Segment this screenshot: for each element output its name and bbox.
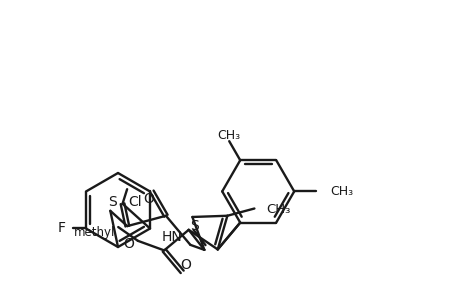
Text: CH₃: CH₃	[217, 129, 240, 142]
Text: CH₃: CH₃	[330, 185, 353, 198]
Text: HN: HN	[161, 230, 182, 244]
Text: O: O	[143, 191, 154, 206]
Text: CH₃: CH₃	[266, 203, 290, 216]
Text: S: S	[108, 195, 117, 209]
Text: S: S	[190, 219, 198, 233]
Text: methyl: methyl	[74, 226, 115, 238]
Text: O: O	[179, 258, 190, 272]
Text: O: O	[123, 237, 134, 251]
Text: Cl: Cl	[128, 195, 142, 209]
Text: F: F	[58, 221, 66, 236]
